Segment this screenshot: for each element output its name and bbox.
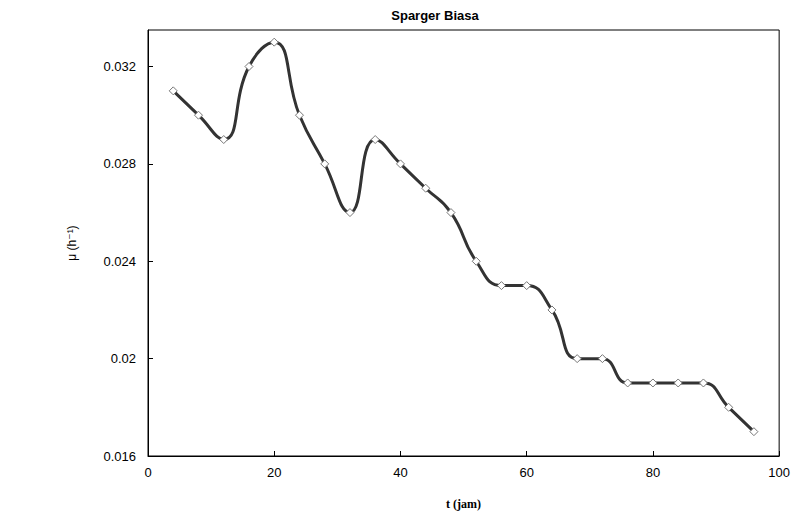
svg-text:80: 80	[646, 465, 660, 480]
svg-text:0: 0	[144, 465, 151, 480]
svg-text:Sparger Biasa: Sparger Biasa	[391, 8, 479, 23]
svg-text:t (jam): t (jam)	[446, 497, 481, 511]
svg-text:60: 60	[519, 465, 533, 480]
svg-text:0.024: 0.024	[103, 254, 136, 269]
svg-text:0.016: 0.016	[103, 449, 136, 464]
svg-text:20: 20	[267, 465, 281, 480]
svg-text:μ (h⁻¹): μ (h⁻¹)	[65, 225, 79, 260]
svg-text:100: 100	[768, 465, 790, 480]
svg-text:0.032: 0.032	[103, 59, 136, 74]
svg-text:0.028: 0.028	[103, 156, 136, 171]
svg-text:40: 40	[393, 465, 407, 480]
svg-text:0.02: 0.02	[111, 351, 136, 366]
